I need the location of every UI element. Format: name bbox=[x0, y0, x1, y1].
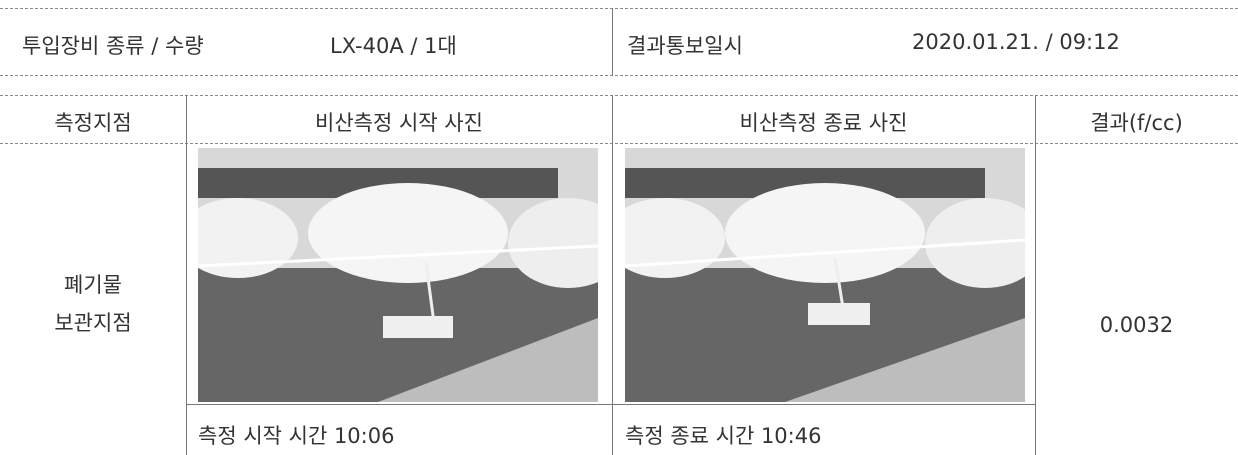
divider bbox=[186, 95, 187, 455]
end-photo bbox=[625, 148, 1025, 402]
rule bbox=[0, 8, 1238, 9]
report-value: 2020.01.21. / 09:12 bbox=[912, 30, 1120, 54]
end-time: 측정 종료 시간 10:46 bbox=[625, 424, 822, 448]
divider bbox=[612, 8, 613, 75]
rule bbox=[186, 404, 1035, 405]
location-line: 보관지점 bbox=[54, 311, 132, 335]
header-cell: 결과(f/cc) bbox=[1090, 111, 1183, 135]
rule bbox=[0, 95, 1238, 96]
equipment-label: 투입장비 종류 / 수량 bbox=[22, 34, 204, 58]
start-photo bbox=[198, 148, 598, 402]
divider bbox=[612, 95, 613, 455]
start-time: 측정 시작 시간 10:06 bbox=[198, 424, 395, 448]
rule bbox=[0, 143, 1238, 144]
rule bbox=[0, 75, 1238, 76]
header-cell: 측정지점 bbox=[54, 111, 132, 135]
location-cell: 폐기물 보관지점 bbox=[0, 266, 186, 342]
report-label: 결과통보일시 bbox=[627, 34, 743, 58]
result-cell: 0.0032 bbox=[1099, 313, 1174, 337]
header-cell: 비산측정 종료 사진 bbox=[739, 111, 908, 135]
equipment-value: LX-40A / 1대 bbox=[330, 34, 457, 58]
header-cell: 비산측정 시작 사진 bbox=[315, 111, 483, 135]
location-line: 폐기물 bbox=[64, 273, 122, 297]
divider bbox=[1035, 95, 1036, 455]
